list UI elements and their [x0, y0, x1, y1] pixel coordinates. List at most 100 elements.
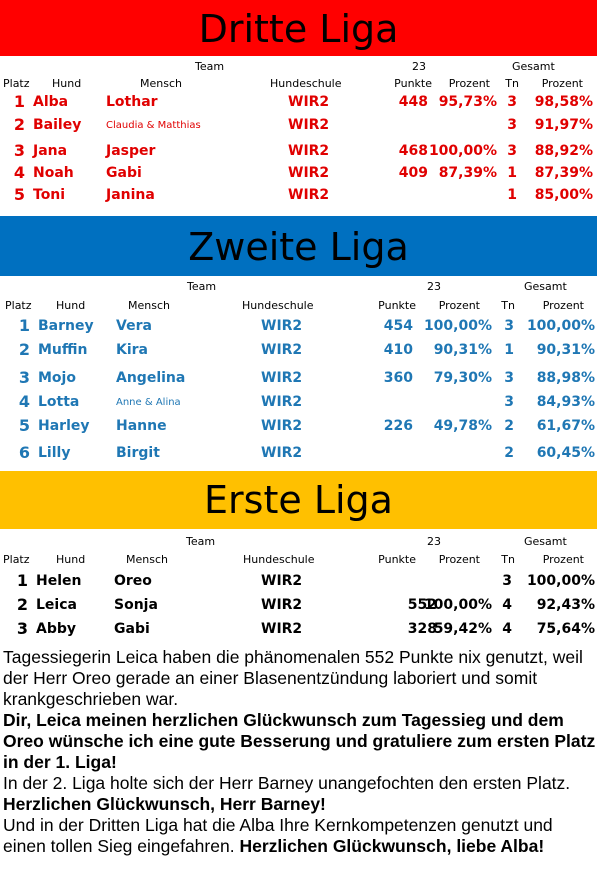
- row-mensch: Claudia & Matthias: [106, 120, 201, 131]
- header-team: Team: [186, 535, 216, 548]
- row-tn: 3: [507, 143, 517, 159]
- header-platz: Platz: [3, 553, 30, 566]
- header-prozent: Prozent: [438, 299, 480, 312]
- row-hundeschule: WIR2: [288, 94, 330, 110]
- row-mensch: Oreo: [114, 573, 152, 589]
- row-gesamt: 88,98%: [536, 370, 595, 386]
- row-hundeschule: WIR2: [261, 621, 303, 637]
- row-hundeschule: WIR2: [261, 318, 303, 334]
- row-hund: Muffin: [38, 342, 88, 358]
- row-prozent: 90,31%: [433, 342, 492, 358]
- row-punkte: 448: [398, 94, 428, 110]
- header-tn: Tn: [501, 553, 515, 566]
- header-schule: Hundeschule: [242, 299, 314, 312]
- league-banner-dritte: Dritte Liga: [0, 0, 597, 56]
- report-paragraph: In der 2. Liga holte sich der Herr Barne…: [3, 773, 571, 793]
- header-prozent: Prozent: [448, 77, 490, 90]
- row-platz: 3: [18, 368, 30, 387]
- header-punkte: Punkte: [378, 299, 416, 312]
- row-platz: 4: [18, 392, 30, 411]
- row-mensch: Sonja: [114, 597, 158, 613]
- header-tn: Tn: [505, 77, 519, 90]
- row-tn: 3: [507, 94, 517, 110]
- row-platz: 2: [18, 340, 30, 359]
- report-text: Tagessiegerin Leica haben die phänomenal…: [3, 647, 597, 857]
- report-congrats: Herzlichen Glückwunsch, liebe Alba!: [239, 836, 545, 856]
- row-prozent: 100,00%: [428, 143, 497, 159]
- row-hundeschule: WIR2: [288, 117, 330, 133]
- header-year: 23: [427, 535, 441, 548]
- row-hund: Harley: [38, 418, 90, 434]
- header-team: Team: [187, 280, 217, 293]
- league-title: Dritte Liga: [198, 7, 399, 51]
- row-prozent: 95,73%: [438, 94, 497, 110]
- header-gprozent: Prozent: [542, 299, 584, 312]
- row-platz: 2: [16, 595, 28, 614]
- row-hund: Helen: [36, 573, 82, 589]
- header-platz: Platz: [3, 77, 30, 90]
- row-hund: Leica: [36, 597, 77, 613]
- row-tn: 3: [504, 318, 514, 334]
- row-punkte: 226: [383, 418, 413, 434]
- header-tn: Tn: [501, 299, 515, 312]
- report-paragraph: Und in der Dritten Liga hat die Alba Ihr…: [3, 815, 553, 856]
- header-total: Gesamt: [524, 535, 567, 548]
- header-hund: Hund: [52, 77, 82, 90]
- report-congrats: Herzlichen Glückwunsch, Herr Barney!: [3, 794, 326, 814]
- row-hundeschule: WIR2: [288, 143, 330, 159]
- row-gesamt: 61,67%: [536, 418, 595, 434]
- row-mensch: Vera: [116, 318, 152, 334]
- row-hund: Toni: [33, 187, 66, 203]
- row-punkte: 410: [383, 342, 413, 358]
- row-prozent: 49,78%: [433, 418, 492, 434]
- row-tn: 1: [507, 165, 517, 181]
- row-tn: 3: [504, 394, 514, 410]
- row-hundeschule: WIR2: [288, 165, 330, 181]
- row-punkte: 409: [398, 165, 428, 181]
- row-hundeschule: WIR2: [261, 370, 303, 386]
- row-mensch: Hanne: [116, 418, 167, 434]
- header-gprozent: Prozent: [541, 77, 583, 90]
- header-punkte: Punkte: [394, 77, 432, 90]
- row-hundeschule: WIR2: [261, 342, 303, 358]
- row-punkte: 328: [407, 621, 437, 637]
- row-gesamt: 60,45%: [536, 445, 595, 461]
- row-tn: 2: [504, 418, 514, 434]
- row-gesamt: 75,64%: [536, 621, 595, 637]
- row-gesamt: 98,58%: [534, 94, 593, 110]
- header-schule: Hundeschule: [243, 553, 315, 566]
- row-hund: Jana: [33, 143, 68, 159]
- row-hundeschule: WIR2: [261, 394, 303, 410]
- header-total: Gesamt: [512, 60, 555, 73]
- row-platz: 3: [16, 619, 28, 638]
- league-banner-erste: Erste Liga: [0, 471, 597, 529]
- row-hund: Lotta: [38, 394, 80, 410]
- row-tn: 3: [504, 370, 514, 386]
- row-platz: 3: [13, 141, 25, 160]
- header-mensch: Mensch: [128, 299, 170, 312]
- row-hund: Barney: [38, 318, 94, 334]
- row-platz: 2: [13, 115, 25, 134]
- row-mensch: Gabi: [114, 621, 150, 637]
- row-hundeschule: WIR2: [261, 597, 303, 613]
- row-hund: Bailey: [33, 117, 82, 133]
- report-paragraph: Tagessiegerin Leica haben die phänomenal…: [3, 647, 583, 709]
- row-mensch: Janina: [106, 187, 155, 203]
- row-gesamt: 92,43%: [536, 597, 595, 613]
- header-gprozent: Prozent: [542, 553, 584, 566]
- row-hundeschule: WIR2: [261, 445, 303, 461]
- row-punkte: 454: [383, 318, 413, 334]
- row-hund: Lilly: [38, 445, 71, 461]
- row-platz: 1: [16, 571, 28, 590]
- row-gesamt: 84,93%: [536, 394, 595, 410]
- row-mensch: Lothar: [106, 94, 158, 110]
- row-punkte: 468: [398, 143, 428, 159]
- row-tn: 4: [502, 621, 512, 637]
- header-platz: Platz: [5, 299, 32, 312]
- header-mensch: Mensch: [140, 77, 182, 90]
- row-tn: 1: [507, 187, 517, 203]
- row-platz: 5: [18, 416, 30, 435]
- row-mensch: Anne & Alina: [116, 397, 181, 408]
- row-punkte: 360: [383, 370, 413, 386]
- header-schule: Hundeschule: [270, 77, 342, 90]
